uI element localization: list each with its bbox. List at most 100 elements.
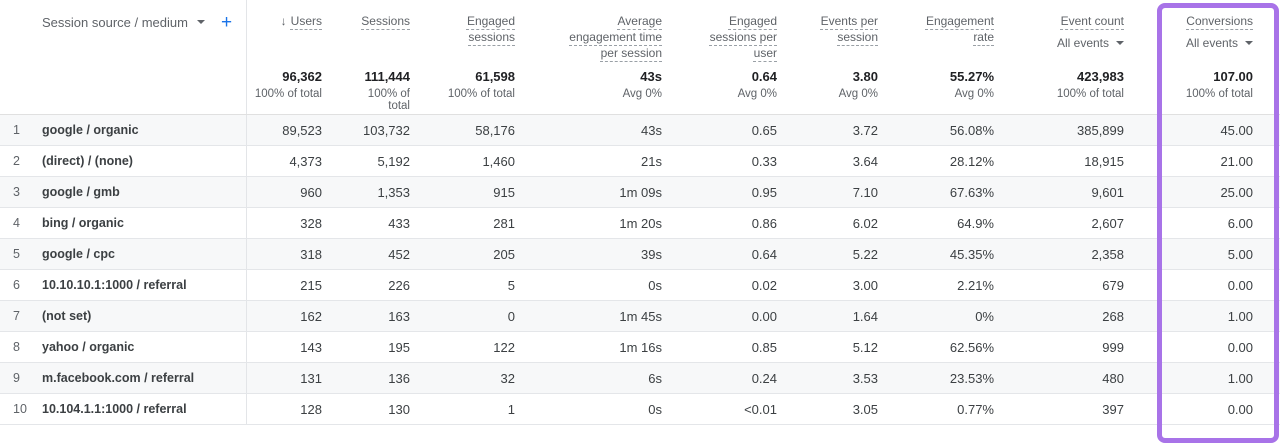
total-value: 61,598 <box>475 69 515 84</box>
cell-avg-engagement-time: 1m 16s <box>619 339 662 355</box>
table-row: 8 yahoo / organic 143 195 122 1m 16s 0.85 5.12 6… <box>0 332 1280 363</box>
cell-engaged-sessions: 1 <box>507 401 515 417</box>
cell-event-count: 999 <box>1102 339 1124 355</box>
table-row: 1 google / organic 89,523 103,732 58,176 43s 0… <box>0 115 1280 146</box>
column-header-events-per-session[interactable]: Events per session <box>801 0 902 62</box>
cell-sessions: 1,353 <box>377 184 410 200</box>
cell-engagement-rate: 56.08% <box>949 122 994 138</box>
total-users: 96,362 100% of total <box>246 62 346 114</box>
table-header-row: Session source / medium + ↓ Users Sessions… <box>0 0 1280 62</box>
total-subtext: Avg 0% <box>622 88 662 100</box>
column-label: Sessions <box>361 14 410 28</box>
column-label-wrap: Engaged sessions per user <box>686 13 777 61</box>
add-dimension-button[interactable]: + <box>220 11 233 33</box>
chevron-down-icon <box>1116 41 1124 45</box>
row-index: 9 <box>13 371 20 385</box>
row-dimension: google / gmb <box>42 185 120 199</box>
cell-events-per-session: 3.72 <box>852 122 878 138</box>
total-value: 55.27% <box>949 69 994 84</box>
row-dimension: 10.104.1.1:1000 / referral <box>42 402 187 416</box>
total-subtext: 100% of total <box>447 88 515 100</box>
cell-engaged-sessions: 281 <box>493 215 515 231</box>
cell-conversions: 1.00 <box>1227 308 1253 324</box>
table-row: 5 google / cpc 318 452 205 39s 0.64 5.22 45.35% 2… <box>0 239 1280 270</box>
column-header-event-count[interactable]: Event count All events <box>1018 0 1148 62</box>
column-label-wrap: Events per session <box>801 13 878 45</box>
column-label-wrap: Engagement rate <box>902 13 994 45</box>
row-index: 1 <box>13 123 20 137</box>
cell-events-per-session: 5.12 <box>852 339 878 355</box>
cell-engaged-sessions: 0 <box>507 308 515 324</box>
cell-users: 328 <box>246 208 346 238</box>
column-header-conversions[interactable]: Conversions All events <box>1148 0 1277 62</box>
cell-avg-engagement-time: 1m 45s <box>619 308 662 324</box>
cell-event-count: 679 <box>1102 277 1124 293</box>
row-index: 6 <box>13 278 20 292</box>
dimension-dropdown[interactable]: Session source / medium <box>42 14 188 30</box>
cell-events-per-session: 5.22 <box>852 246 878 262</box>
total-value: 111,444 <box>364 69 410 84</box>
cell-engaged-sessions-per-user: 0.24 <box>751 370 777 386</box>
column-header-engagement-rate[interactable]: Engagement rate <box>902 0 1018 62</box>
cell-events-per-session: 6.02 <box>852 215 878 231</box>
analytics-table: Session source / medium + ↓ Users Sessions… <box>0 0 1280 425</box>
row-dimension: yahoo / organic <box>42 340 135 354</box>
sort-descending-icon: ↓ <box>280 14 287 28</box>
cell-engaged-sessions-per-user: 0.33 <box>751 153 777 169</box>
column-label: Users <box>290 14 322 28</box>
row-dimension: m.facebook.com / referral <box>42 371 195 385</box>
row-dimension: google / organic <box>42 123 139 137</box>
row-dimension: (direct) / (none) <box>42 154 133 168</box>
total-subtext: Avg 0% <box>737 88 777 100</box>
total-value: 96,362 <box>282 69 322 84</box>
cell-sessions: 226 <box>388 277 410 293</box>
cell-engaged-sessions-per-user: 0.65 <box>751 122 777 138</box>
cell-users: 128 <box>246 394 346 424</box>
cell-conversions: 1.00 <box>1227 370 1253 386</box>
cell-conversions: 6.00 <box>1227 215 1253 231</box>
cell-users: 960 <box>246 177 346 207</box>
total-value: 43s <box>640 69 662 84</box>
total-sessions: 111,444 100% of total <box>346 62 434 114</box>
total-value: 0.64 <box>751 69 777 84</box>
row-dimension: bing / organic <box>42 216 124 230</box>
column-events-filter[interactable]: All events <box>1148 36 1253 50</box>
column-header-avg-engagement-time[interactable]: Average engagement time per session <box>539 0 686 62</box>
row-index: 8 <box>13 340 20 354</box>
cell-users: 162 <box>246 301 346 331</box>
cell-sessions: 452 <box>388 246 410 262</box>
cell-avg-engagement-time: 21s <box>641 153 662 169</box>
cell-event-count: 397 <box>1102 401 1124 417</box>
column-label: Events per session <box>820 14 878 44</box>
totals-row: 96,362 100% of total 111,444 100% of total 6… <box>0 62 1280 115</box>
column-events-filter[interactable]: All events <box>1018 36 1124 50</box>
column-label-wrap: Sessions <box>346 13 410 29</box>
cell-engaged-sessions: 122 <box>493 339 515 355</box>
cell-sessions: 163 <box>388 308 410 324</box>
cell-event-count: 18,915 <box>1084 153 1124 169</box>
column-header-users[interactable]: ↓ Users <box>246 0 346 62</box>
column-header-engaged-sessions-per-user[interactable]: Engaged sessions per user <box>686 0 801 62</box>
column-header-sessions[interactable]: Sessions <box>346 0 434 62</box>
cell-sessions: 5,192 <box>377 153 410 169</box>
events-filter-label: All events <box>1056 36 1109 50</box>
cell-engaged-sessions: 915 <box>493 184 515 200</box>
cell-events-per-session: 7.10 <box>852 184 878 200</box>
chevron-down-icon[interactable] <box>196 20 205 24</box>
cell-users: 131 <box>246 363 346 393</box>
row-index: 10 <box>13 402 27 416</box>
cell-sessions: 433 <box>388 215 410 231</box>
cell-avg-engagement-time: 43s <box>641 122 662 138</box>
total-subtext: Avg 0% <box>954 88 994 100</box>
cell-conversions: 0.00 <box>1227 401 1253 417</box>
cell-conversions: 0.00 <box>1227 339 1253 355</box>
column-header-engaged-sessions[interactable]: Engaged sessions <box>434 0 539 62</box>
total-subtext: 100% of total <box>1185 88 1253 100</box>
total-subtext: 100% of total <box>367 88 410 112</box>
cell-event-count: 2,607 <box>1091 215 1124 231</box>
row-index: 2 <box>13 154 20 168</box>
column-label: Conversions <box>1186 14 1253 28</box>
total-avg-engagement-time: 43s Avg 0% <box>539 62 686 114</box>
cell-conversions: 45.00 <box>1220 122 1253 138</box>
cell-event-count: 9,601 <box>1091 184 1124 200</box>
